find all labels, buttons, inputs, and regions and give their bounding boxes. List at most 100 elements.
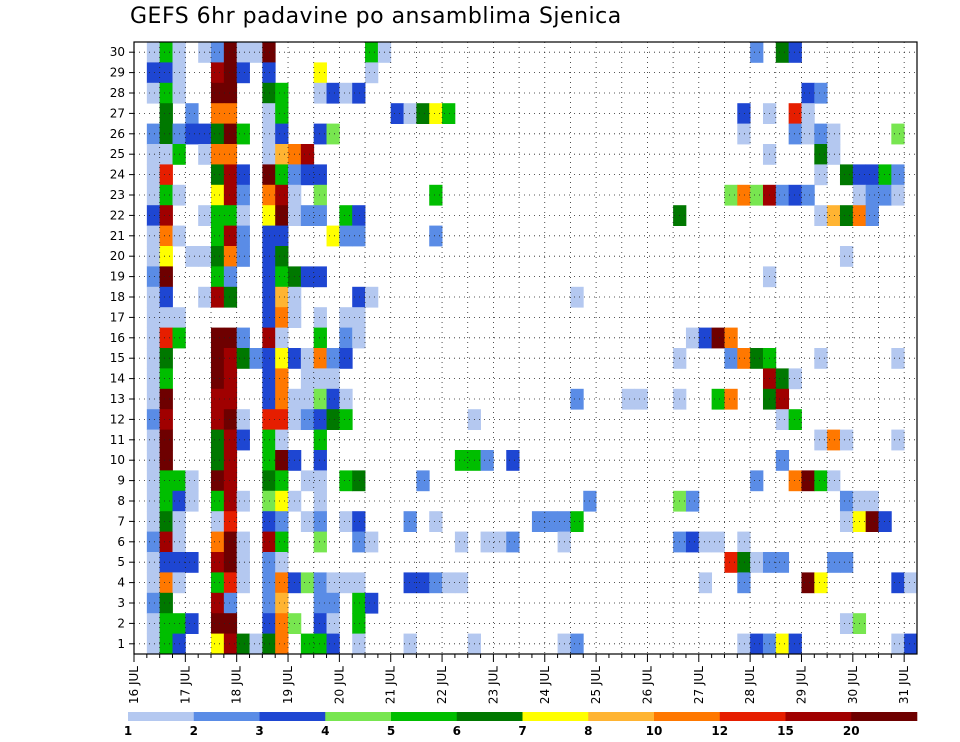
heatmap-cell: [300, 164, 315, 186]
heatmap-cell: [159, 490, 173, 512]
heatmap-cell: [724, 184, 738, 206]
x-tick-label: 24 JUL: [538, 666, 552, 704]
heatmap-cell: [275, 450, 289, 471]
y-tick-label: 15: [110, 351, 125, 365]
heatmap-cell: [403, 103, 417, 124]
heatmap-cell: [313, 266, 327, 288]
heatmap-cell: [275, 246, 289, 267]
heatmap-cell: [275, 348, 289, 369]
heatmap-cell: [223, 388, 238, 410]
y-tick-label: 18: [110, 290, 125, 304]
heatmap-cell: [827, 470, 841, 492]
heatmap-cell: [429, 103, 443, 124]
heatmap-cell: [146, 164, 161, 186]
y-tick-label: 5: [117, 555, 125, 569]
colorbar-swatch: [719, 712, 786, 721]
heatmap-cell: [146, 246, 161, 267]
heatmap-cell: [300, 144, 315, 165]
heatmap-cell: [365, 592, 379, 614]
y-tick-label: 19: [110, 270, 125, 284]
heatmap-cell: [352, 225, 366, 247]
x-tick-label: 23 JUL: [486, 666, 500, 704]
y-tick-label: 8: [117, 494, 125, 508]
heatmap-cell: [146, 511, 161, 532]
heatmap-cell: [146, 266, 161, 288]
heatmap-cell: [775, 409, 790, 430]
colorbar-swatch: [588, 712, 655, 721]
heatmap-cell: [621, 388, 636, 410]
heatmap-cell: [339, 388, 353, 410]
heatmap-cell: [275, 429, 289, 451]
heatmap-cell: [275, 511, 289, 532]
heatmap-cell: [275, 490, 289, 512]
heatmap-cell: [891, 348, 905, 369]
heatmap-cell: [352, 633, 366, 655]
heatmap-cell: [159, 184, 173, 206]
heatmap-cell: [211, 511, 225, 532]
heatmap-cell: [211, 205, 225, 226]
heatmap-cell: [146, 327, 161, 349]
heatmap-cell: [365, 42, 379, 63]
heatmap-cell: [185, 246, 199, 267]
heatmap-cell: [326, 572, 340, 594]
heatmap-cell: [159, 225, 173, 247]
heatmap-cell: [223, 164, 238, 186]
heatmap-cell: [211, 103, 225, 124]
heatmap-cell: [814, 572, 828, 594]
heatmap-cell: [236, 429, 250, 451]
heatmap-cell: [159, 572, 173, 594]
heatmap-cell: [275, 633, 289, 655]
heatmap-cell: [493, 531, 507, 553]
heatmap-cell: [146, 286, 161, 308]
heatmap-cell: [146, 572, 161, 594]
heatmap-cell: [313, 327, 327, 349]
heatmap-cell: [146, 490, 161, 512]
heatmap-cell: [685, 490, 700, 512]
colorbar-swatch: [522, 712, 589, 721]
heatmap-cell: [365, 531, 379, 553]
heatmap-cell: [223, 409, 238, 430]
heatmap-cell: [300, 572, 315, 594]
heatmap-cell: [814, 205, 828, 226]
heatmap-cell: [223, 144, 238, 165]
heatmap-cell: [827, 123, 841, 145]
heatmap-cell: [159, 82, 173, 104]
heatmap-cell: [275, 164, 289, 186]
colorbar-label: 20: [843, 724, 860, 738]
heatmap-cell: [326, 82, 340, 104]
heatmap-cell: [570, 286, 584, 308]
colorbar-label: 4: [321, 724, 329, 738]
heatmap-cell: [223, 286, 238, 308]
heatmap-cell: [262, 164, 276, 186]
heatmap-cell: [724, 552, 738, 573]
heatmap-cell: [146, 470, 161, 492]
heatmap-cell: [724, 348, 738, 369]
heatmap-cell: [775, 388, 790, 410]
heatmap-cell: [544, 511, 558, 532]
chart-title: GEFS 6hr padavine po ansamblima Sjenica: [130, 4, 622, 29]
heatmap-cell: [737, 184, 751, 206]
y-tick-label: 11: [110, 433, 125, 447]
heatmap-cell: [262, 225, 276, 247]
heatmap-cell: [326, 409, 340, 430]
heatmap-cell: [711, 531, 725, 553]
heatmap-cell: [211, 368, 225, 390]
heatmap-cell: [891, 164, 905, 186]
colorbar-swatch: [456, 712, 523, 721]
heatmap-cell: [159, 348, 173, 369]
heatmap-cell: [262, 613, 276, 634]
heatmap-cell: [223, 368, 238, 390]
heatmap-cell: [750, 348, 764, 369]
heatmap-cell: [146, 613, 161, 634]
colorbar-label: 6: [453, 724, 461, 738]
gridlines: [133, 42, 917, 654]
heatmap-cell: [352, 592, 366, 614]
x-tick-label: 30 JUL: [846, 666, 860, 704]
heatmap-cell: [211, 613, 225, 634]
heatmap-cell: [211, 470, 225, 492]
heatmap-cell: [211, 592, 225, 614]
y-tick-label: 4: [117, 576, 125, 590]
heatmap-cell: [365, 286, 379, 308]
heatmap-cell: [724, 388, 738, 410]
x-tick-label: 17 JUL: [178, 666, 192, 704]
